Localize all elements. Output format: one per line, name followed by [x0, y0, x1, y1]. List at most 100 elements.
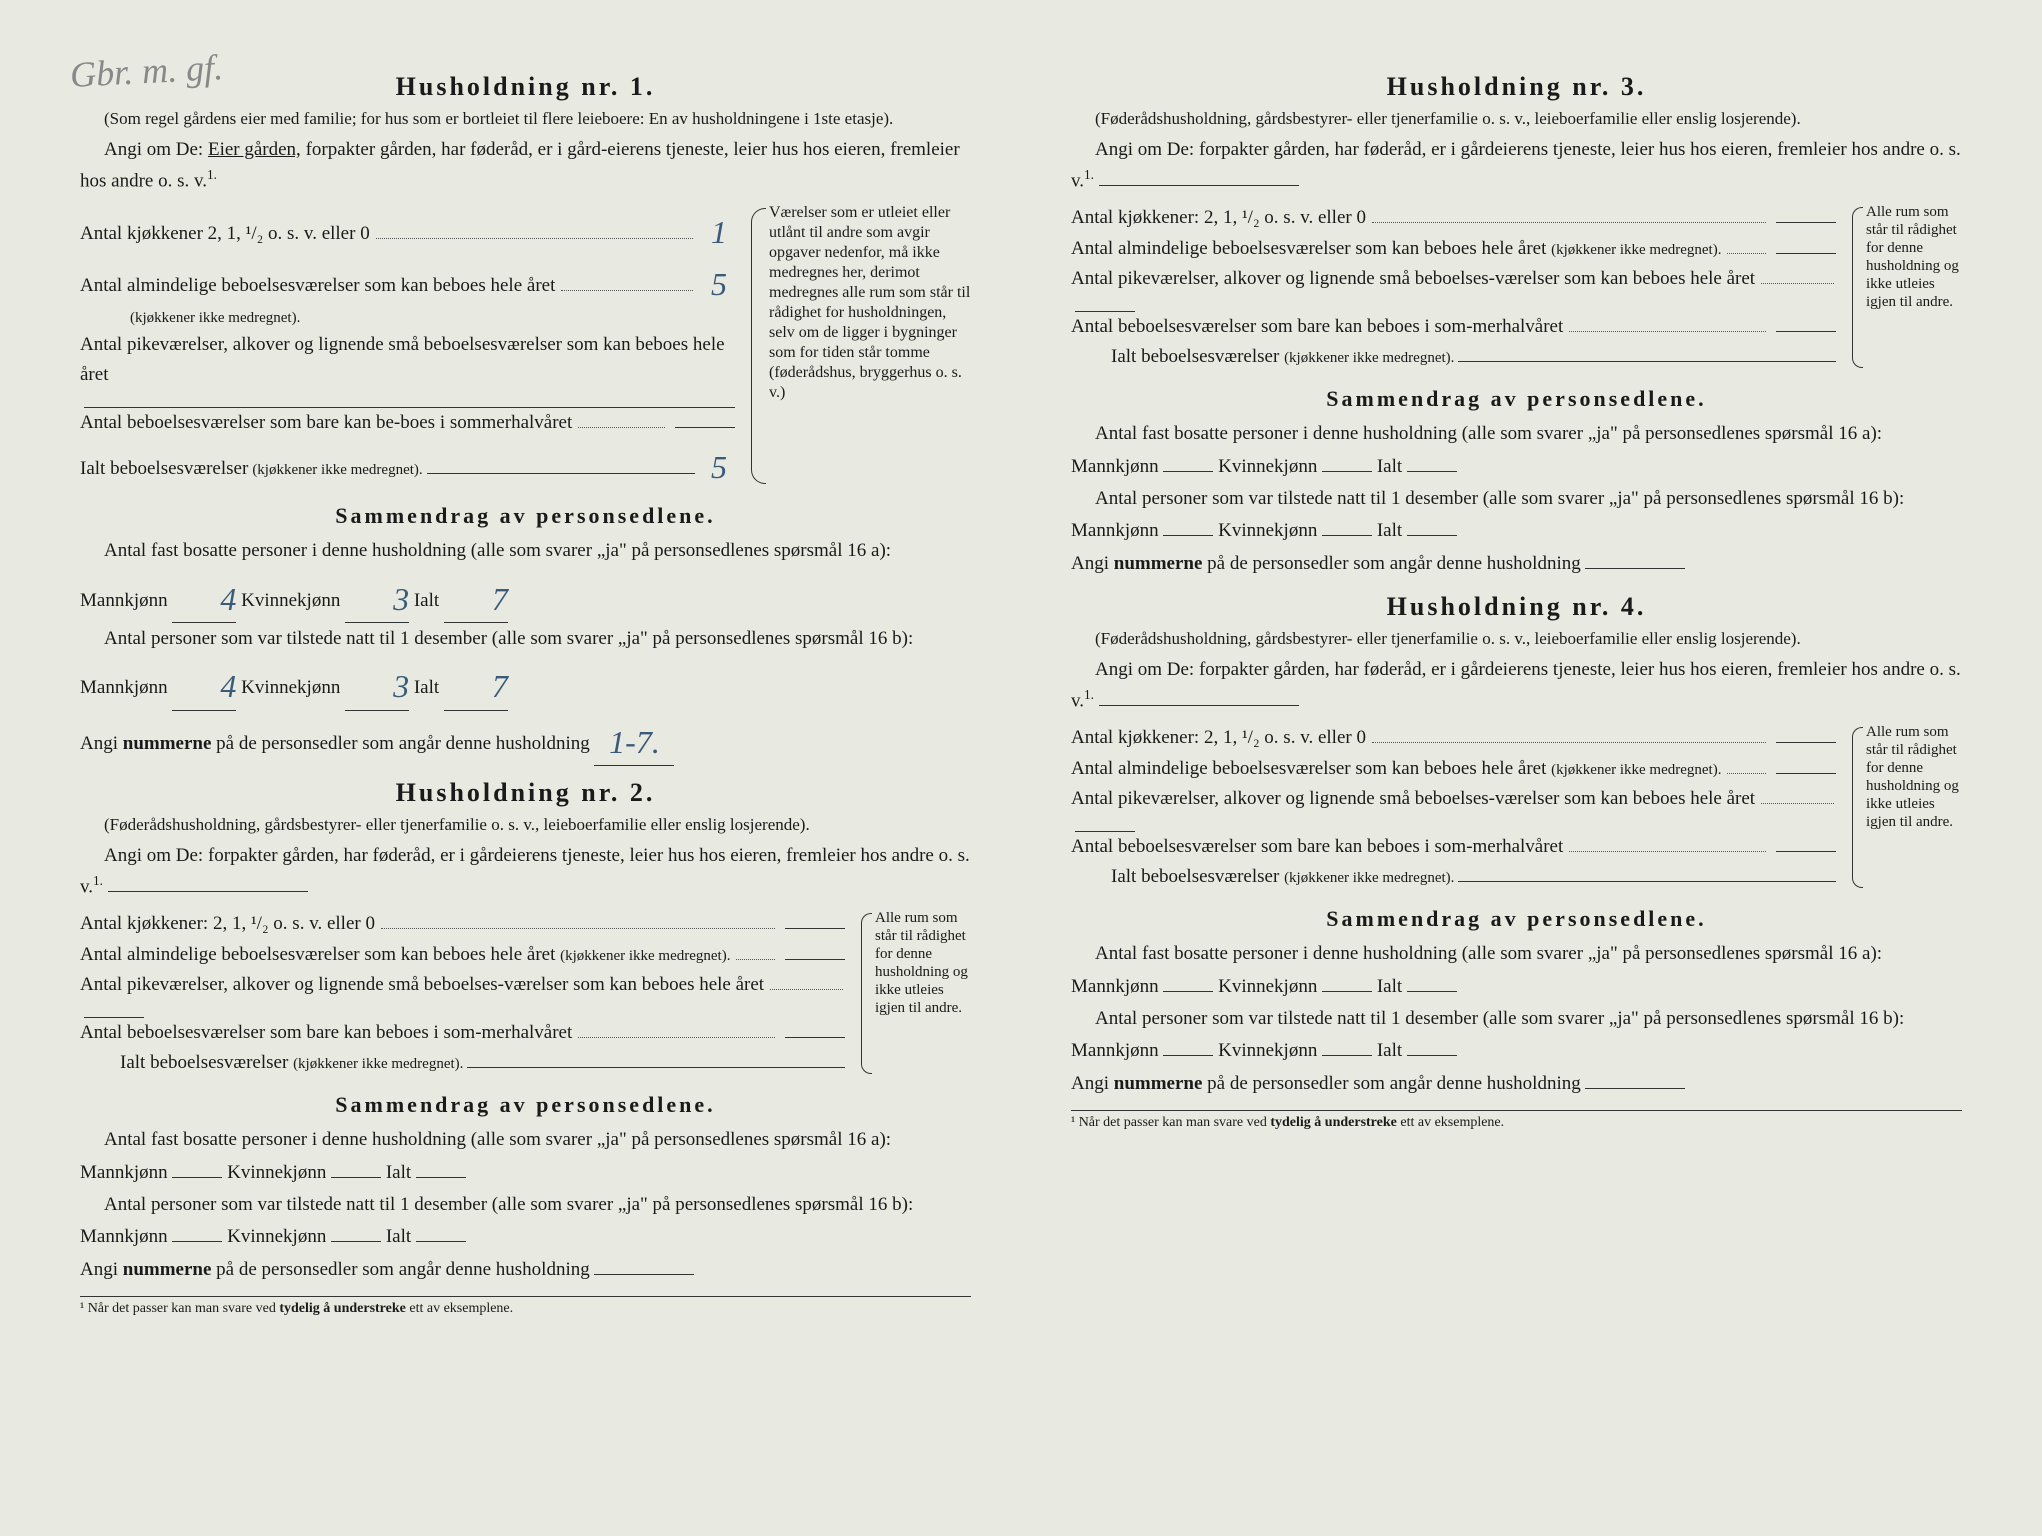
angi-rest: forpakter gården, har føderåd, er i gård…: [1071, 659, 1961, 711]
total-label: Ialt beboelsesværelser: [80, 454, 248, 484]
alcoves-label: Antal pikeværelser, alkover og lignende …: [1071, 784, 1755, 814]
summary-b-text: Antal personer som var tilstede natt til…: [1071, 1008, 1904, 1061]
household-3: Husholdning nr. 3. (Føderådshusholdning,…: [1071, 72, 1962, 580]
kvinne-label: Kvinnekjønn: [1218, 976, 1317, 997]
ialt-label: Ialt: [414, 677, 439, 698]
fill: [331, 1241, 381, 1242]
angi-prefix: Angi om De:: [104, 845, 203, 866]
rooms-line: Antal almindelige beboelsesværelser som …: [1071, 234, 1840, 264]
nummerne-label-post: på de personsedler som angår denne husho…: [1202, 1073, 1580, 1094]
household-4-side-note: Alle rum som står til rådighet for denne…: [1852, 723, 1962, 892]
household-2: Husholdning nr. 2. (Føderådshusholdning,…: [80, 778, 971, 1286]
nummerne-label-post: på de personsedler som angår denne husho…: [1202, 553, 1580, 574]
rooms-line: Antal almindelige beboelsesværelser som …: [80, 255, 739, 306]
kitchens-line: Antal kjøkkener: 2, 1, ¹/₂ o. s. v. elle…: [1071, 203, 1840, 233]
rooms-sublabel: (kjøkkener ikke medregnet).: [560, 944, 730, 968]
line: [1458, 345, 1836, 362]
fill: [1407, 535, 1457, 536]
household-2-summary-title: Sammendrag av personsedlene.: [80, 1092, 971, 1118]
nummerne-label-pre: Angi: [1071, 553, 1114, 574]
line: [1776, 757, 1836, 774]
kvinne-label: Kvinnekjønn: [227, 1226, 326, 1247]
angi-prefix: Angi om De:: [104, 139, 203, 160]
line: [675, 411, 735, 428]
summary-a-m: 4: [196, 572, 236, 626]
angi-underlined: Eier gården,: [208, 139, 301, 160]
household-1-summary-a: Antal fast bosatte personer i denne hush…: [80, 535, 971, 623]
total-value: 5: [699, 442, 739, 493]
alcoves-label: Antal pikeværelser, alkover og lignende …: [80, 970, 764, 1000]
total-line: Ialt beboelsesværelser (kjøkkener ikke m…: [1071, 862, 1840, 892]
household-4-summary-a: Antal fast bosatte personer i denne hush…: [1071, 938, 1962, 1003]
ialt-label: Ialt: [1377, 976, 1402, 997]
household-2-rooms-block: Antal kjøkkener: 2, 1, ¹/₂ o. s. v. elle…: [80, 909, 971, 1078]
fill: [1407, 1055, 1457, 1056]
line: [785, 912, 845, 929]
total-sublabel: (kjøkkener ikke medregnet).: [1284, 346, 1454, 370]
angi-sup: 1.: [1084, 167, 1094, 182]
alcoves-label: Antal pikeværelser, alkover og lignende …: [1071, 264, 1755, 294]
summary-a-ialt: 7: [468, 572, 508, 626]
summer-line: Antal beboelsesværelser som bare kan beb…: [1071, 832, 1840, 862]
household-3-nummerne: Angi nummerne på de personsedler som ang…: [1071, 548, 1962, 580]
household-4-rooms-left: Antal kjøkkener: 2, 1, ¹/₂ o. s. v. elle…: [1071, 723, 1840, 892]
kitchens-line: Antal kjøkkener: 2, 1, ¹/₂ o. s. v. elle…: [80, 909, 849, 939]
total-line: Ialt beboelsesværelser (kjøkkener ikke m…: [80, 438, 739, 489]
ialt-label: Ialt: [386, 1162, 411, 1183]
rooms-sublabel-line: (kjøkkener ikke medregnet).: [80, 306, 739, 330]
household-2-rooms-left: Antal kjøkkener: 2, 1, ¹/₂ o. s. v. elle…: [80, 909, 849, 1078]
fill: [1163, 535, 1213, 536]
summer-line: Antal beboelsesværelser som bare kan be-…: [80, 408, 739, 438]
household-2-summary-a: Antal fast bosatte personer i denne hush…: [80, 1124, 971, 1189]
alcoves-label: Antal pikeværelser, alkover og lignende …: [80, 330, 739, 391]
household-1-rooms-left: Antal kjøkkener 2, 1, ¹/₂ o. s. v. eller…: [80, 203, 739, 489]
angi-sup: 1.: [207, 167, 217, 182]
rooms-label: Antal almindelige beboelsesværelser som …: [80, 940, 555, 970]
household-3-side-note: Alle rum som står til rådighet for denne…: [1852, 203, 1962, 372]
alcoves-line: Antal pikeværelser, alkover og lignende …: [80, 970, 849, 1017]
household-2-angi: Angi om De: forpakter gården, har føderå…: [80, 842, 971, 901]
angi-rest: forpakter gården, har føderåd, er i gård…: [80, 845, 970, 897]
nummerne-label-pre: Angi: [1071, 1073, 1114, 1094]
line: [785, 943, 845, 960]
household-3-summary-title: Sammendrag av personsedlene.: [1071, 386, 1962, 412]
household-2-title: Husholdning nr. 2.: [80, 778, 971, 808]
household-3-rooms-block: Antal kjøkkener: 2, 1, ¹/₂ o. s. v. elle…: [1071, 203, 1962, 372]
summary-a-text: Antal fast bosatte personer i denne hush…: [1071, 943, 1882, 996]
fill: [1163, 1055, 1213, 1056]
fill: [416, 1177, 466, 1178]
line: [84, 1001, 144, 1018]
nummerne-label-post: på de personsedler som angår denne husho…: [211, 1259, 589, 1280]
kitchens-value: 1: [699, 207, 739, 258]
nummerne-label-post: på de personsedler som angår denne husho…: [211, 733, 589, 754]
fill: [1585, 1088, 1685, 1089]
dots: [736, 943, 775, 960]
fill: [1322, 991, 1372, 992]
ialt-label: Ialt: [1377, 1040, 1402, 1061]
fill: [1099, 705, 1299, 706]
fill: [1407, 471, 1457, 472]
dots: [1569, 835, 1766, 852]
nummerne-label-pre: Angi: [80, 733, 123, 754]
household-1: Husholdning nr. 1. (Som regel gårdens ei…: [80, 72, 971, 766]
fill: [1407, 991, 1457, 992]
household-4-title: Husholdning nr. 4.: [1071, 592, 1962, 622]
line: [427, 457, 695, 474]
line: [1075, 815, 1135, 832]
kitchens-label: Antal kjøkkener: 2, 1, ¹/₂ o. s. v. elle…: [80, 909, 375, 939]
summary-b-k: 3: [369, 659, 409, 713]
footnote-left: ¹ Når det passer kan man svare ved tydel…: [80, 1296, 971, 1317]
household-3-rooms-left: Antal kjøkkener: 2, 1, ¹/₂ o. s. v. elle…: [1071, 203, 1840, 372]
household-2-summary-b: Antal personer som var tilstede natt til…: [80, 1189, 971, 1254]
household-3-title: Husholdning nr. 3.: [1071, 72, 1962, 102]
dots: [1727, 757, 1766, 774]
nummerne-bold: nummerne: [1114, 553, 1203, 574]
dots: [770, 973, 843, 990]
summer-label: Antal beboelsesværelser som bare kan beb…: [1071, 832, 1563, 862]
dots: [1372, 206, 1766, 223]
summer-label: Antal beboelsesværelser som bare kan be-…: [80, 408, 572, 438]
household-4: Husholdning nr. 4. (Føderådshusholdning,…: [1071, 592, 1962, 1100]
kitchens-label: Antal kjøkkener: 2, 1, ¹/₂ o. s. v. elle…: [1071, 203, 1366, 233]
fill: [1322, 1055, 1372, 1056]
household-4-angi: Angi om De: forpakter gården, har føderå…: [1071, 656, 1962, 715]
